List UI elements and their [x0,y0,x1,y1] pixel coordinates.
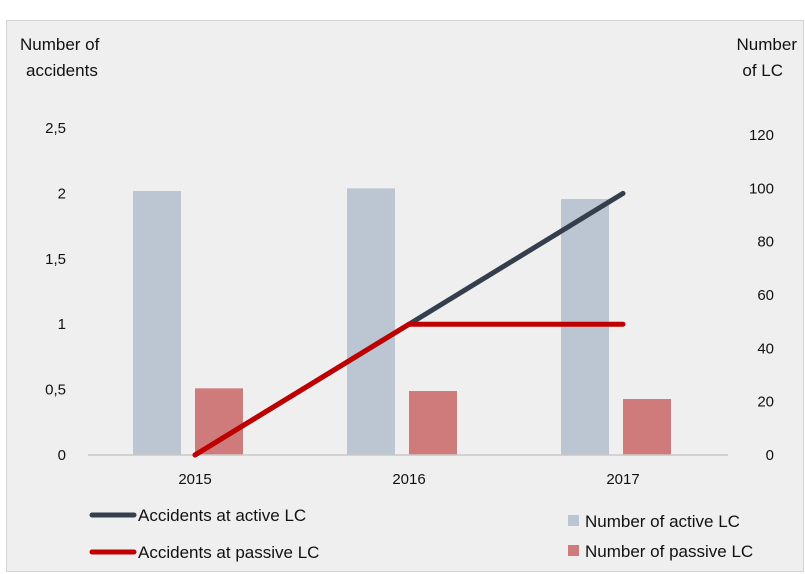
legend-label: Number of active LC [585,512,740,531]
right-tick-label: 120 [749,127,774,144]
legend-item: Accidents at passive LC [89,543,319,562]
active-lc-bar-2017 [561,199,609,455]
left-tick-label: 1,5 [45,251,66,268]
x-tick-label-2015: 2015 [178,471,211,488]
legend-item: Accidents at active LC [89,506,306,525]
legend-label: Accidents at passive LC [138,543,319,562]
legend-item: Number of active LC [568,512,740,531]
active-lc-bar-2015 [133,191,181,455]
right-tick-label: 100 [749,180,774,197]
left-tick-label: 1 [58,316,66,333]
left-tick-label: 0,5 [45,382,66,399]
right-tick-label: 40 [757,340,774,357]
legend-label: Accidents at active LC [138,506,306,525]
right-tick-label: 60 [757,287,774,304]
accidents-passive-lc-line [192,321,626,458]
right-axis-title-line1: Number [737,35,798,54]
passive-lc-bar-2015 [195,388,243,455]
legend-label: Number of passive LC [585,542,753,561]
left-axis-title-line1: Number of [20,35,100,54]
passive-lc-bar-2016 [409,391,457,455]
right-axis-title-line2: of LC [742,61,783,80]
active-lc-bar-2016 [347,188,395,456]
x-tick-label-2017: 2017 [606,471,639,488]
legend-item: Number of passive LC [568,542,753,561]
right-tick-label: 20 [757,394,774,411]
legend-bar-swatch [568,545,579,556]
left-tick-label: 2,5 [45,120,66,137]
left-tick-label: 0 [58,447,66,464]
right-tick-label: 80 [757,234,774,251]
left-tick-label: 2 [58,185,66,202]
legend-bar-swatch [568,515,579,526]
right-tick-label: 0 [766,447,774,464]
passive-lc-bar-2017 [623,399,671,455]
left-axis-title-line2: accidents [26,61,98,80]
x-tick-label-2016: 2016 [392,471,425,488]
